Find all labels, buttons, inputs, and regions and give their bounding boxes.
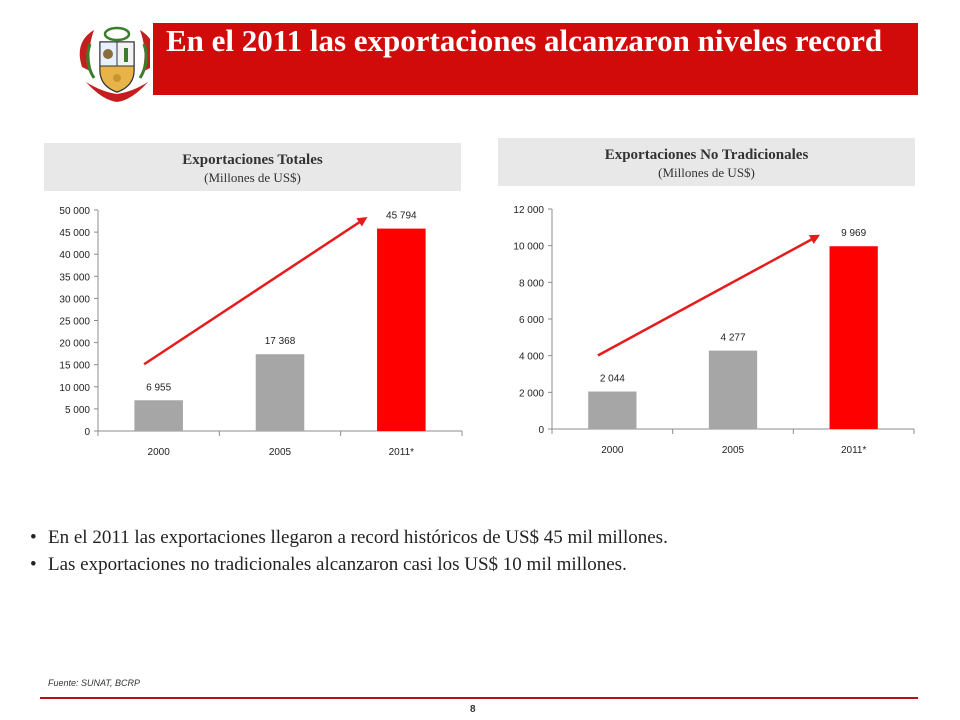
footer-divider — [40, 697, 918, 699]
y-tick-label: 0 — [84, 427, 90, 438]
data-label: 6 955 — [146, 382, 171, 393]
source-note: Fuente: SUNAT, BCRP — [48, 678, 141, 688]
y-tick-label: 35 000 — [59, 272, 90, 283]
y-tick-label: 25 000 — [59, 317, 90, 328]
data-label: 4 277 — [720, 333, 745, 344]
coat-of-arms-emblem — [79, 26, 155, 102]
y-tick-label: 15 000 — [59, 361, 90, 372]
data-label: 2 044 — [600, 374, 625, 385]
bullet-dot-icon: • — [30, 554, 37, 575]
x-tick-label: 2005 — [722, 445, 745, 456]
bar — [588, 391, 637, 429]
chart-header: Exportaciones Totales (Millones de US$) — [44, 143, 461, 191]
non-traditional-exports-chart: 0 2 000 4 000 6 000 8 000 10 000 12 000 2000 200… — [513, 205, 915, 456]
chart-panel-total-exports: Exportaciones Totales (Millones de US$) … — [44, 138, 464, 473]
title-bar — [152, 23, 918, 95]
page-title: En el 2011 las exportaciones alcanzaron … — [166, 23, 883, 58]
chart-header: Exportaciones No Tradicionales (Millones… — [498, 138, 915, 186]
title-separator — [150, 23, 153, 95]
y-tick-label: 0 — [538, 425, 544, 436]
trend-arrow — [597, 234, 821, 357]
chart-subtitle: (Millones de US$) — [204, 170, 301, 185]
y-tick-label: 8 000 — [519, 278, 544, 289]
data-label: 17 368 — [265, 336, 296, 347]
trend-arrow — [143, 216, 368, 366]
bar — [708, 350, 758, 429]
chart-title: Exportaciones No Tradicionales — [604, 147, 809, 163]
x-tick-label: 2011* — [389, 447, 415, 458]
data-label: 9 969 — [841, 228, 866, 239]
chart-panel-non-traditional-exports: Exportaciones No Tradicionales (Millones… — [498, 138, 918, 473]
x-tick-label: 2000 — [148, 447, 171, 458]
x-tick-label: 2011* — [841, 445, 867, 456]
y-tick-label: 4 000 — [519, 352, 544, 363]
y-tick-label: 5 000 — [65, 405, 90, 416]
chart-subtitle: (Millones de US$) — [658, 165, 755, 180]
bullet-text: Las exportaciones no tradicionales alcan… — [48, 554, 627, 575]
x-tick-label: 2005 — [269, 447, 292, 458]
y-tick-label: 50 000 — [59, 206, 90, 217]
total-exports-chart: 0 5 000 10 000 15 000 20 000 25 000 30 000 35 0… — [59, 206, 463, 458]
y-tick-label: 10 000 — [513, 242, 544, 253]
page-number: 8 — [470, 704, 476, 715]
y-tick-label: 40 000 — [59, 250, 90, 261]
bar — [255, 354, 305, 431]
bar — [377, 228, 426, 431]
y-tick-label: 10 000 — [59, 383, 90, 394]
bullet-list: • En el 2011 las exportaciones llegaron a… — [28, 524, 928, 578]
bullet-item: • Las exportaciones no tradicionales alca… — [28, 551, 928, 578]
bar — [829, 246, 878, 429]
chart-title: Exportaciones Totales — [182, 152, 323, 168]
y-tick-label: 45 000 — [59, 228, 90, 239]
bullet-text: En el 2011 las exportaciones llegaron a … — [48, 527, 668, 548]
y-tick-label: 30 000 — [59, 294, 90, 305]
bullet-dot-icon: • — [30, 527, 37, 548]
bar — [134, 400, 183, 431]
y-tick-label: 12 000 — [513, 205, 544, 216]
y-tick-label: 20 000 — [59, 339, 90, 350]
y-tick-label: 6 000 — [519, 315, 544, 326]
data-label: 45 794 — [386, 211, 417, 222]
x-tick-label: 2000 — [601, 445, 624, 456]
y-tick-label: 2 000 — [519, 388, 544, 399]
bullet-item: • En el 2011 las exportaciones llegaron a… — [28, 524, 928, 551]
